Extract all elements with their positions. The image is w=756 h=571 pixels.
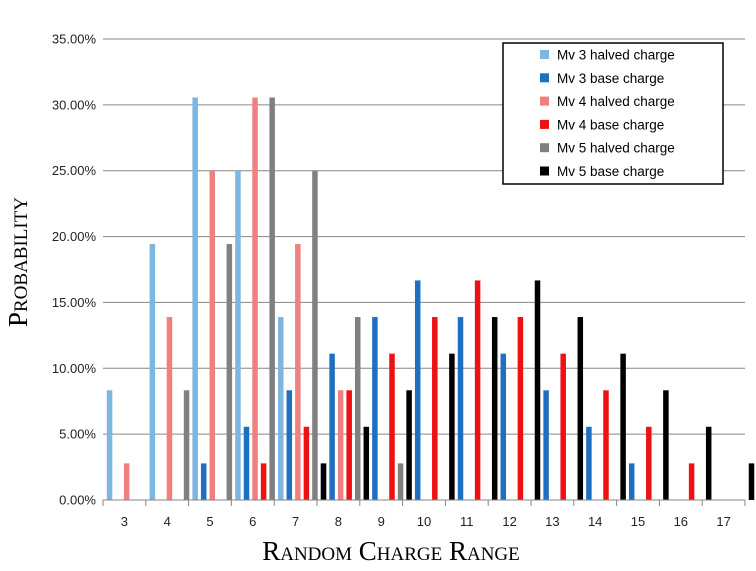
legend-box: [502, 42, 724, 185]
legend-label: Mv 5 base charge: [557, 164, 664, 179]
bar: [149, 243, 156, 500]
x-tick-label: 7: [292, 514, 299, 529]
y-tick-label: 25.00%: [52, 163, 97, 178]
bar: [363, 426, 370, 500]
bar: [432, 317, 438, 500]
x-tick-label: 17: [716, 514, 730, 529]
bar: [286, 390, 293, 500]
x-tick-label: 13: [545, 514, 559, 529]
bar: [620, 353, 626, 500]
bar: [517, 317, 524, 500]
bar: [389, 353, 395, 500]
legend-label: Mv 4 halved charge: [557, 94, 675, 109]
bar: [500, 353, 507, 500]
legend-label: Mv 5 halved charge: [557, 141, 675, 156]
bar: [577, 317, 584, 500]
bar: [457, 317, 464, 500]
bar: [295, 243, 301, 500]
bar: [586, 426, 592, 500]
x-axis-ticks: 3 4 5 6 7 8 9 10 11 12 13 14 15 16 17: [102, 500, 746, 529]
x-tick-label: 12: [502, 514, 516, 529]
legend-label: Mv 4 base charge: [557, 117, 664, 132]
y-tick-label: 5.00%: [59, 427, 96, 442]
x-tick-label: 9: [378, 514, 385, 529]
bar: [628, 463, 635, 500]
y-tick-label: 10.00%: [52, 361, 97, 376]
x-tick-label: 4: [164, 514, 171, 529]
legend: Mv 3 halved charge Mv 3 base charge Mv 4 h…: [502, 42, 724, 185]
legend-swatch: [540, 50, 549, 59]
bar: [106, 390, 113, 500]
bar: [491, 317, 498, 500]
bar: [269, 97, 275, 500]
bar: [235, 170, 241, 500]
x-tick-label: 6: [249, 514, 256, 529]
x-tick-label: 5: [206, 514, 213, 529]
bar: [166, 317, 173, 500]
bar: [320, 463, 327, 500]
legend-swatch: [540, 143, 549, 153]
bar: [123, 463, 130, 500]
bar: [748, 463, 755, 500]
bar: [346, 390, 352, 500]
bar: [226, 243, 233, 500]
x-tick-label: 14: [588, 514, 602, 529]
bar: [372, 317, 378, 500]
bar: [278, 317, 284, 500]
legend-label: Mv 3 base charge: [557, 71, 664, 86]
x-axis-title: Random Charge Range: [262, 536, 520, 566]
x-tick-label: 16: [674, 514, 688, 529]
bars: [106, 97, 755, 500]
bar: [303, 426, 310, 500]
bar: [688, 463, 695, 500]
bar: [534, 280, 541, 500]
x-tick-label: 11: [460, 514, 474, 529]
bar: [663, 390, 669, 500]
bar: [603, 390, 609, 500]
bar: [252, 97, 258, 500]
bar: [183, 390, 190, 500]
legend-swatch: [540, 73, 549, 83]
y-tick-label: 30.00%: [52, 97, 97, 112]
bar: [355, 317, 361, 500]
x-tick-label: 8: [335, 514, 342, 529]
x-tick-label: 10: [417, 514, 431, 529]
bar: [260, 463, 267, 500]
x-tick-label: 3: [121, 514, 128, 529]
legend-swatch: [540, 119, 549, 129]
bar: [406, 390, 412, 500]
legend-swatch: [540, 166, 549, 176]
y-tick-label: 20.00%: [52, 229, 97, 244]
bar: [243, 426, 250, 500]
bar: [646, 426, 652, 500]
y-axis-ticks: 0.00% 5.00% 10.00% 15.00% 20.00% 25.00% 30.00%…: [52, 32, 97, 508]
bar: [397, 463, 404, 500]
y-tick-label: 15.00%: [52, 295, 97, 310]
bar: [449, 353, 455, 500]
bar: [312, 170, 318, 500]
bar: [560, 353, 566, 500]
y-tick-label: 0.00%: [59, 493, 96, 508]
bar: [209, 170, 215, 500]
bar: [337, 390, 344, 500]
x-tick-label: 15: [631, 514, 645, 529]
bar: [474, 280, 481, 500]
legend-swatch: [540, 96, 549, 106]
legend-label: Mv 3 halved charge: [557, 48, 675, 63]
y-axis-title: Probability: [3, 197, 33, 327]
bar: [543, 390, 549, 500]
y-tick-label: 35.00%: [52, 32, 97, 47]
bar: [705, 426, 712, 500]
bar: [192, 97, 198, 500]
bar: [200, 463, 207, 500]
bar: [414, 280, 421, 500]
bar: [329, 353, 335, 500]
